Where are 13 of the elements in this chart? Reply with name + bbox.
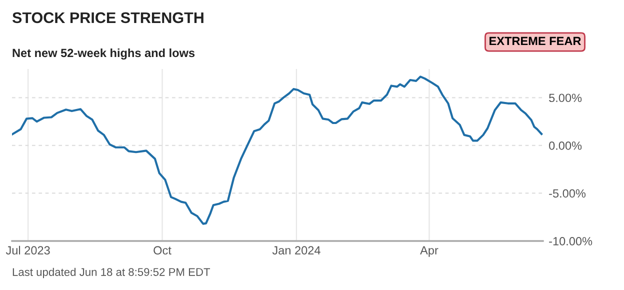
x-tick-label: Jul 2023 (6, 246, 50, 255)
line-series (12, 76, 543, 225)
y-tick-label: -5.00% (549, 189, 586, 198)
text: EXTREME FEAR (490, 36, 581, 46)
text: Last updated Jun 18 at 8:59:52 PM EDT (12, 268, 210, 278)
y-tick-label: -10.00% (549, 237, 592, 246)
y-tick-label: 5.00% (549, 94, 582, 102)
x-tick-label: Jan 2024 (272, 246, 320, 255)
chart-subtitle: Net new 52-week highs and lows (12, 48, 195, 60)
y-tick-label: 0.00% (549, 141, 582, 150)
chart-title: STOCK PRICE STRENGTH (12, 12, 204, 24)
x-tick-label: Oct (154, 246, 172, 255)
x-tick-label: Apr (420, 246, 438, 257)
